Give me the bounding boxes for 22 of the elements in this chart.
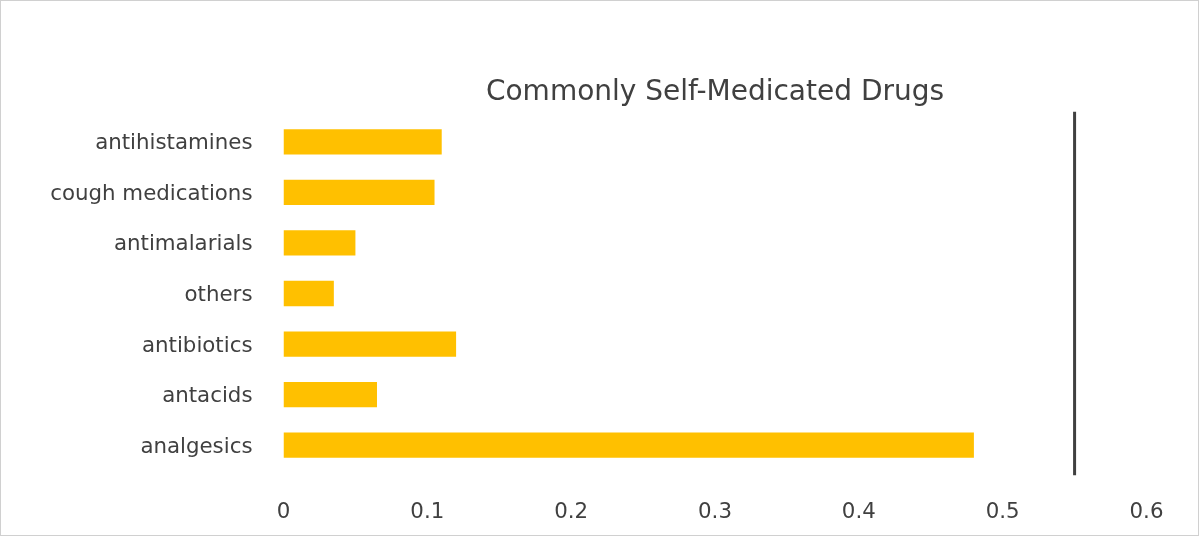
x-tick-label: 0.3 xyxy=(698,497,732,523)
bar xyxy=(283,179,435,206)
bar xyxy=(283,331,457,357)
y-tick-label: antacids xyxy=(162,382,253,408)
chart-title: Commonly Self-Medicated Drugs xyxy=(485,73,945,107)
bar xyxy=(283,432,974,458)
bar xyxy=(283,280,334,307)
bar xyxy=(283,381,377,408)
x-tick-label: 0.5 xyxy=(985,497,1020,523)
y-tick-label: cough medications xyxy=(50,179,253,205)
y-tick-label: antihistamines xyxy=(95,129,253,155)
y-tick-label: analgesics xyxy=(140,432,253,458)
bar xyxy=(283,129,442,155)
x-tick-label: 0.1 xyxy=(410,497,445,523)
y-tick-label: others xyxy=(184,281,253,306)
y-tick-label: antimalarials xyxy=(113,230,253,256)
x-tick-label: 0.6 xyxy=(1129,497,1164,523)
x-tick-label: 0 xyxy=(276,497,291,523)
bar xyxy=(283,230,356,256)
y-tick-label: antibiotics xyxy=(141,331,253,357)
x-tick-label: 0.2 xyxy=(554,497,589,523)
x-tick-label: 0.4 xyxy=(841,497,876,523)
